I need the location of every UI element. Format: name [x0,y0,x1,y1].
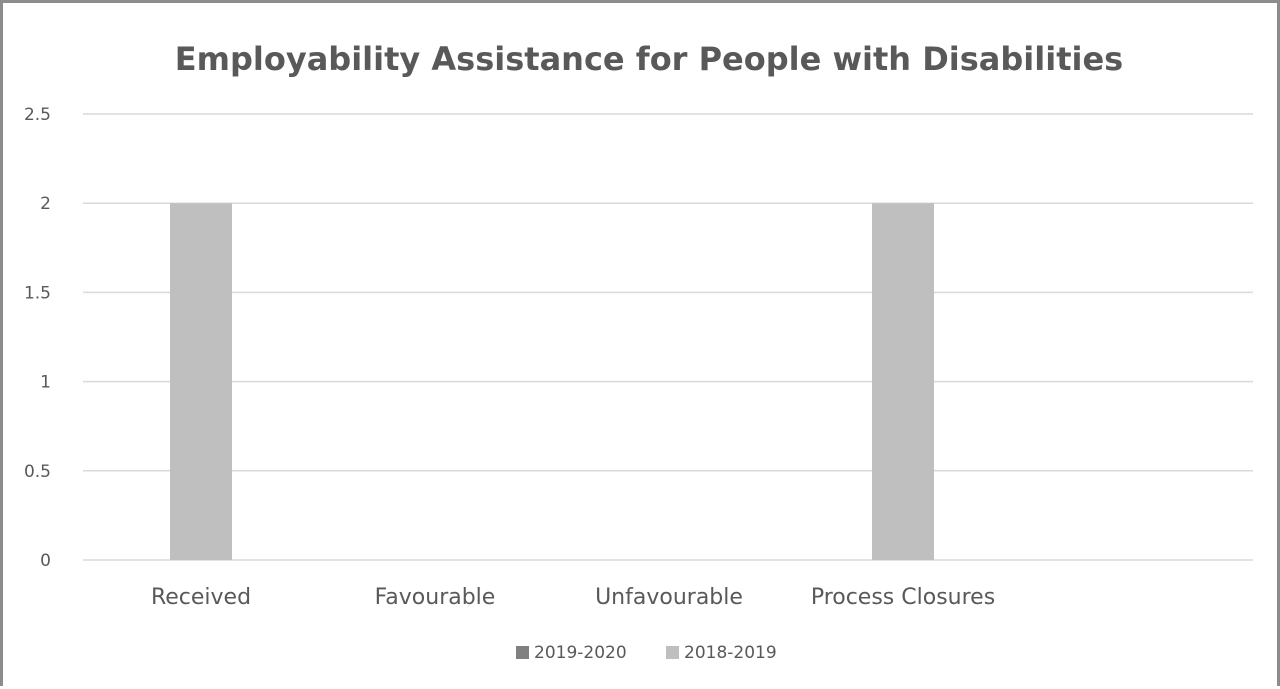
legend-label: 2018-2019 [684,643,777,663]
x-tick-label: Received [151,585,251,610]
bar-2018-2019-process-closures [872,203,934,560]
y-tick-label: 2 [40,194,51,214]
x-axis-ticks: Received Favourable Unfavourable Process Cl… [151,585,995,610]
gridlines [83,113,1253,561]
bar-2018-2019-received [170,203,232,560]
legend-swatch [666,646,679,659]
y-axis-ticks: 0 0.5 1 1.5 2 2.5 [24,105,51,571]
x-tick-label: Favourable [375,585,496,610]
x-tick-label: Unfavourable [595,585,743,610]
y-tick-label: 0 [40,551,51,571]
legend: 2019-2020 2018-2019 [516,643,777,663]
bar-chart: Employability Assistance for People with… [24,40,1253,663]
y-tick-label: 2.5 [24,105,51,125]
y-tick-label: 1.5 [24,283,51,303]
legend-swatch [516,646,529,659]
chart-title: Employability Assistance for People with… [175,40,1123,78]
y-tick-label: 0.5 [24,462,51,482]
legend-label: 2019-2020 [534,643,627,663]
y-tick-label: 1 [40,373,51,393]
x-tick-label: Process Closures [811,585,995,610]
bars [170,203,934,560]
